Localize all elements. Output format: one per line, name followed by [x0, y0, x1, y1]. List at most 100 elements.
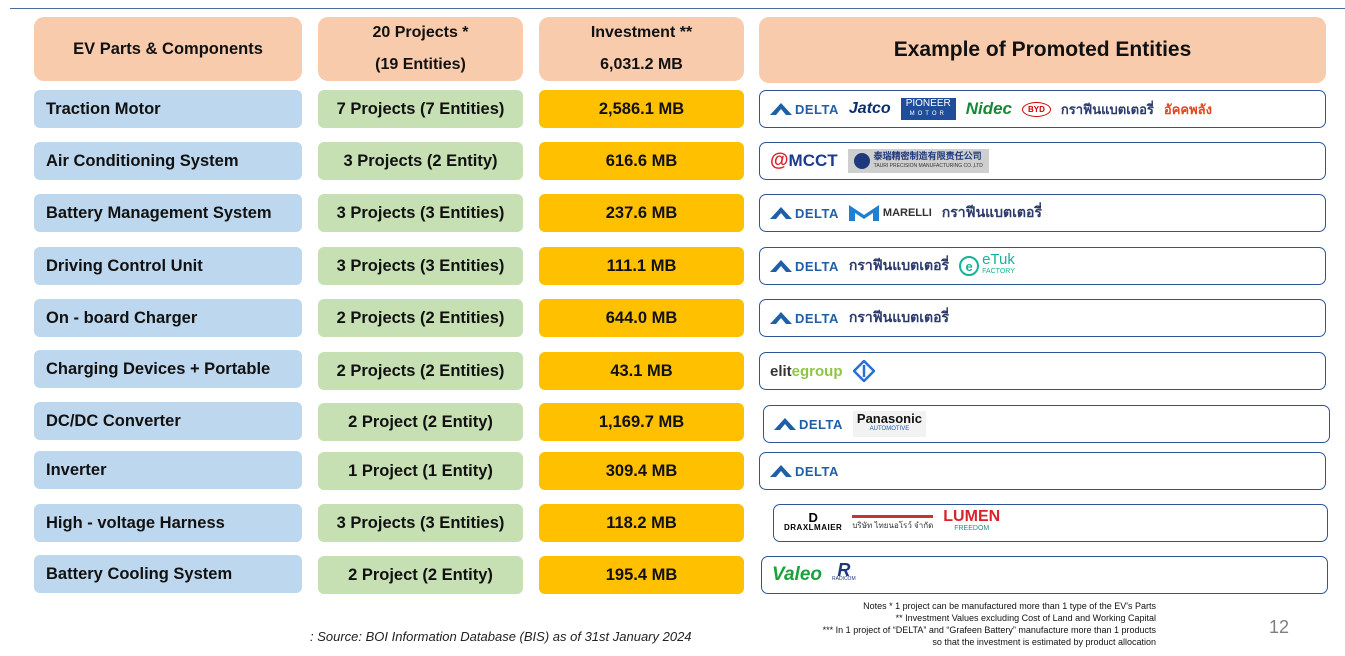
delta-logo: DELTA — [770, 464, 839, 479]
delta-logo: DELTA — [770, 206, 839, 221]
investment-cell: 118.2 MB — [539, 504, 744, 542]
logo-strip: @ MCCT 泰瑞精密制造有限责任公司 TAURI PRECISION MANU… — [759, 142, 1326, 180]
projects-cell: 2 Project (2 Entity) — [318, 556, 523, 594]
delta-triangle-icon — [774, 418, 796, 430]
logo-strip: elitegroup — [759, 352, 1326, 390]
header-investment: Investment ** 6,031.2 MB — [539, 17, 744, 81]
grafeen-logo: กราฟีนแบตเตอรี่ — [848, 257, 950, 273]
part-cell: Charging Devices + Portable — [34, 350, 302, 388]
lumen-logo-sub: FREEDOM — [954, 525, 990, 532]
jatco-logo: Jatco — [848, 100, 891, 117]
etuk-e-icon: e — [959, 256, 980, 276]
tauri-logo-text: 泰瑞精密制造有限责任公司 — [873, 151, 982, 161]
header-projects: 20 Projects * (19 Entities) — [318, 17, 523, 81]
footnote-line: ** Investment Values excluding Cost of L… — [895, 613, 1156, 623]
delta-triangle-icon — [770, 312, 792, 324]
lumen-logo-text: LUMEN — [943, 508, 1001, 525]
investment-cell: 195.4 MB — [539, 556, 744, 594]
top-divider-line — [10, 8, 1345, 9]
source-citation: : Source: BOI Information Database (BIS)… — [310, 629, 692, 644]
header-projects-line2: (19 Entities) — [375, 56, 466, 73]
mcct-logo: @ MCCT — [770, 150, 838, 172]
delta-triangle-icon — [770, 103, 792, 115]
mcct-swirl-icon: @ — [770, 150, 789, 171]
delta-logo: DELTA — [774, 417, 843, 432]
part-cell: On - board Charger — [34, 299, 302, 337]
part-cell: Battery Management System — [34, 194, 302, 232]
logo-strip: DELTA กราฟีนแบตเตอรี่ — [759, 299, 1326, 337]
etuk-logo-text: eTuk — [982, 251, 1015, 268]
projects-cell: 2 Project (2 Entity) — [318, 403, 523, 441]
tauri-logo-sub: TAURI PRECISION MANUFACTURING CO.,LTD — [873, 163, 983, 169]
part-cell: High - voltage Harness — [34, 504, 302, 542]
header-projects-line1: 20 Projects * — [372, 24, 469, 41]
marelli-logo-text: MARELLI — [882, 207, 932, 219]
delta-logo: DELTA — [770, 311, 839, 326]
investment-cell: 111.1 MB — [539, 247, 744, 285]
footnotes: Notes * 1 project can be manufactured mo… — [740, 600, 1156, 648]
logo-strip: DELTA Jatco PIONEER MOTOR Nidec BYD กราฟ… — [759, 90, 1326, 128]
logo-strip: DELTA กราฟีนแบตเตอรี่ e eTuk FACTORY — [759, 247, 1326, 285]
delta-triangle-icon — [770, 260, 792, 272]
part-cell: DC/DC Converter — [34, 402, 302, 440]
projects-cell: 2 Projects (2 Entities) — [318, 352, 523, 390]
etuk-logo: e eTuk FACTORY — [959, 251, 1015, 278]
panasonic-logo: Panasonic AUTOMOTIVE — [852, 411, 926, 437]
header-investment-line1: Investment ** — [590, 24, 693, 41]
draxlmaier-d-icon: D — [808, 510, 818, 525]
panasonic-logo-text: Panasonic — [856, 411, 922, 426]
draxlmaier-logo-text: DRAXLMAIER — [784, 523, 843, 532]
investment-cell: 309.4 MB — [539, 452, 744, 490]
logo-strip: DELTA — [759, 452, 1326, 490]
projects-cell: 1 Project (1 Entity) — [318, 452, 523, 490]
delta-logo: DELTA — [770, 102, 839, 117]
radicom-logo: R RADICOM — [832, 560, 856, 584]
charger-brand-icon — [852, 360, 875, 382]
logo-strip: DELTA MARELLI กราฟีนแบตเตอรี่ — [759, 194, 1326, 232]
draxlmaier-logo: D DRAXLMAIER — [784, 510, 843, 533]
logo-strip: DELTA Panasonic AUTOMOTIVE — [763, 405, 1330, 443]
investment-cell: 1,169.7 MB — [539, 403, 744, 441]
logo-strip: Valeo R RADICOM — [761, 556, 1328, 594]
projects-cell: 3 Projects (3 Entities) — [318, 194, 523, 232]
delta-logo: DELTA — [770, 259, 839, 274]
delta-logo-text: DELTA — [795, 463, 839, 479]
radicom-logo-text: RADICOM — [832, 576, 856, 582]
projects-cell: 3 Projects (3 Entities) — [318, 247, 523, 285]
akkapalang-logo: อัคคพลัง — [1163, 101, 1212, 117]
marelli-m-icon — [848, 205, 879, 221]
grafeen-logo: กราฟีนแบตเตอรี่ — [941, 204, 1042, 220]
mcct-logo-text: MCCT — [788, 151, 838, 170]
pioneer-logo-text: PIONEER — [905, 98, 951, 109]
investment-cell: 616.6 MB — [539, 142, 744, 180]
pioneer-logo: PIONEER MOTOR — [900, 98, 956, 120]
elitegroup-logo: elitegroup — [770, 363, 843, 380]
projects-cell: 3 Projects (2 Entity) — [318, 142, 523, 180]
delta-logo-text: DELTA — [795, 101, 839, 117]
investment-cell: 43.1 MB — [539, 352, 744, 390]
delta-logo-text: DELTA — [795, 205, 839, 221]
radicom-r-icon: R — [837, 560, 851, 580]
page-number: 12 — [1269, 617, 1290, 637]
investment-cell: 644.0 MB — [539, 299, 744, 337]
projects-cell: 3 Projects (3 Entities) — [318, 504, 523, 542]
footnote-line: so that the investment is estimated by p… — [932, 637, 1156, 647]
part-cell: Battery Cooling System — [34, 555, 302, 593]
footnote-line: Notes * 1 project can be manufactured mo… — [863, 601, 1156, 611]
panasonic-logo-sub: AUTOMOTIVE — [869, 426, 910, 432]
elitegroup-logo-text: elitegroup — [770, 362, 843, 380]
delta-logo-text: DELTA — [799, 416, 843, 432]
header-investment-total: 6,031.2 MB — [600, 56, 683, 73]
grafeen-logo: กราฟีนแบตเตอรี่ — [848, 309, 950, 325]
part-cell: Air Conditioning System — [34, 142, 302, 180]
investment-cell: 237.6 MB — [539, 194, 744, 232]
logo-strip: D DRAXLMAIER บริษัท ไทยนอโรว์ จำกัด LUME… — [773, 504, 1328, 542]
thainarrow-logo: บริษัท ไทยนอโรว์ จำกัด — [852, 514, 934, 532]
lumen-logo: LUMEN FREEDOM — [943, 508, 1001, 535]
part-cell: Traction Motor — [34, 90, 302, 128]
etuk-logo-sub: FACTORY — [982, 268, 1015, 275]
valeo-logo: Valeo — [772, 564, 822, 585]
delta-logo-text: DELTA — [795, 310, 839, 326]
delta-logo-text: DELTA — [795, 258, 839, 274]
footnote-line: *** In 1 project of “DELTA” and “Grafeen… — [822, 625, 1156, 635]
